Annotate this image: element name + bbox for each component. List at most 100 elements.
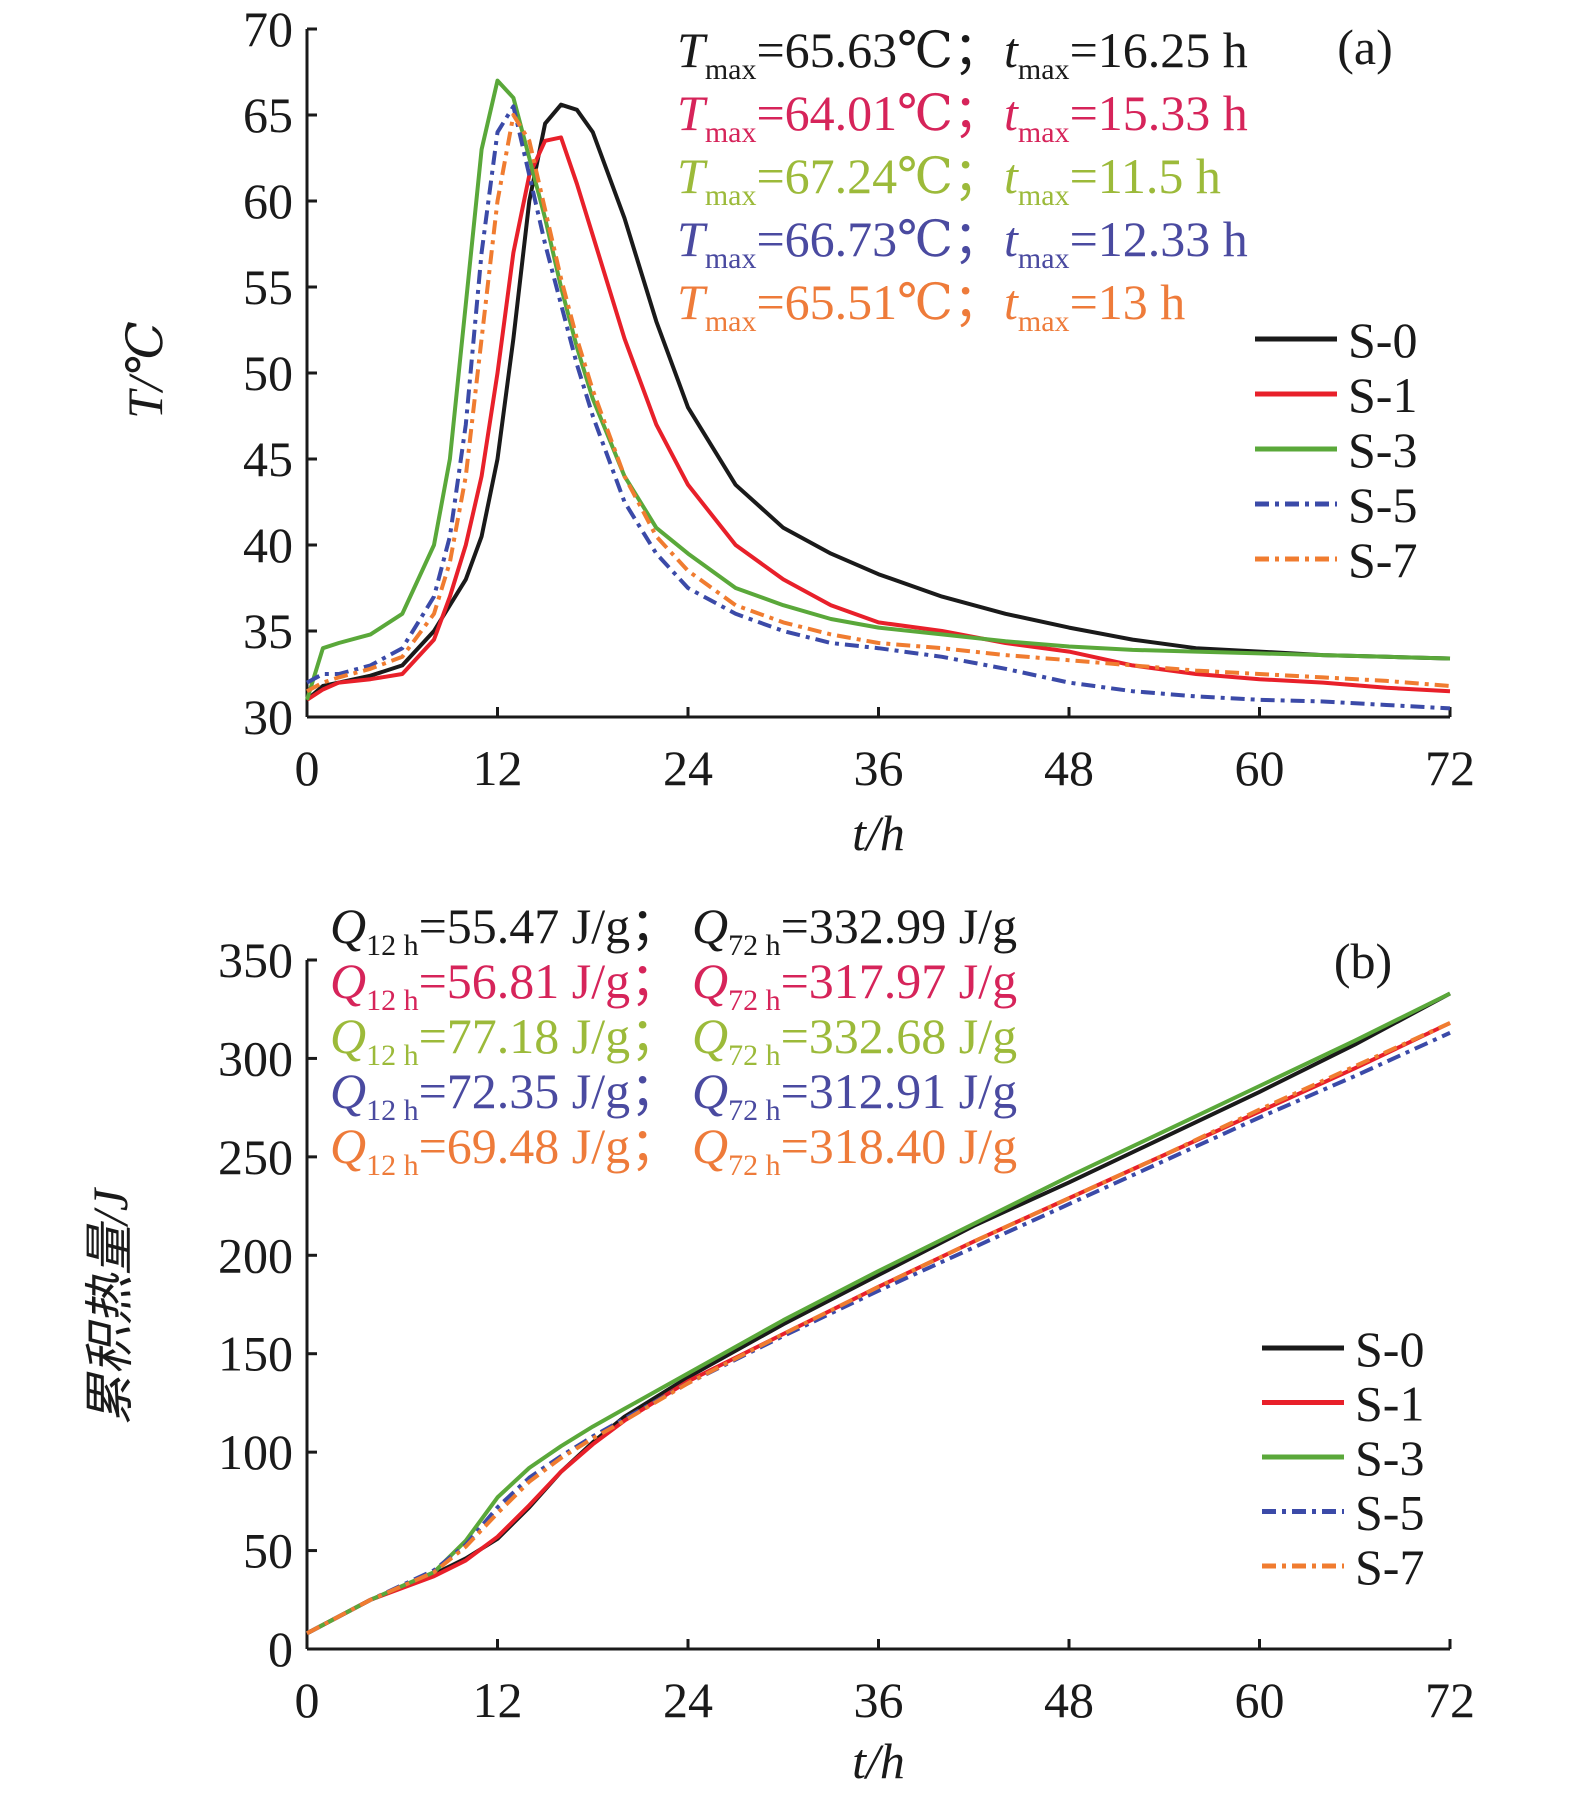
- series-line: [306, 113, 1451, 693]
- x-tick-label: 12: [473, 740, 523, 796]
- annotation-subscript: max: [1018, 305, 1070, 338]
- annotation-variable: Q: [330, 1118, 366, 1174]
- annotation-variable: Q: [330, 1063, 366, 1119]
- annotation-variable: Q: [692, 953, 728, 1009]
- annotation-text: =66.73℃；: [756, 211, 1003, 267]
- annotation-text: =12.33 h: [1070, 211, 1248, 267]
- x-axis-label: t/h: [852, 805, 905, 861]
- panel-label: (a): [1337, 19, 1393, 75]
- x-tick-label: 24: [663, 1672, 713, 1728]
- y-tick-label: 50: [243, 1523, 293, 1579]
- annotation: Tmax=66.73℃；: [677, 211, 1003, 275]
- annotation-variable: t: [1004, 274, 1019, 330]
- annotation: Q12 h=56.81 J/g；: [330, 953, 680, 1017]
- annotation-text: =15.33 h: [1070, 85, 1248, 141]
- y-tick-label: 55: [243, 259, 293, 315]
- annotation-subscript: 72 h: [728, 1094, 781, 1127]
- x-tick-label: 12: [473, 1672, 523, 1728]
- x-tick-label: 72: [1425, 1672, 1475, 1728]
- annotation: Q12 h=72.35 J/g；: [330, 1063, 680, 1127]
- chart: 30 35 40 45 50 55 60 65 70 0 12 24 36 48 60 72 t/h T/℃ (a)…: [117, 1, 1475, 861]
- annotation: Q12 h=69.48 J/g；: [330, 1118, 680, 1182]
- annotation-variable: T: [677, 85, 708, 141]
- annotation-subscript: 72 h: [728, 929, 781, 962]
- legend-label: S-7: [1355, 1539, 1424, 1595]
- x-tick-label: 72: [1425, 740, 1475, 796]
- annotation-subscript: max: [1018, 242, 1070, 275]
- annotation: Q72 h=317.97 J/g: [692, 953, 1017, 1017]
- legend-label: S-5: [1348, 477, 1417, 533]
- x-tick-label: 36: [854, 1672, 904, 1728]
- annotation-text: =332.68 J/g: [781, 1008, 1018, 1064]
- annotation-subscript: 12 h: [366, 984, 419, 1017]
- annotation: tmax=11.5 h: [1004, 148, 1221, 212]
- annotation-subscript: 12 h: [366, 1039, 419, 1072]
- annotation-text: =72.35 J/g；: [419, 1063, 681, 1119]
- annotation: Tmax=65.51℃；: [677, 274, 1003, 338]
- x-tick-label: 36: [854, 740, 904, 796]
- annotation-variable: t: [1004, 211, 1019, 267]
- annotation-variable: Q: [330, 1008, 366, 1064]
- annotation-subscript: 72 h: [728, 1039, 781, 1072]
- annotation: Q72 h=332.68 J/g: [692, 1008, 1017, 1072]
- annotation-subscript: 12 h: [366, 929, 419, 962]
- panel-label: (b): [1334, 933, 1392, 989]
- annotation-variable: Q: [692, 898, 728, 954]
- x-tick-label: 48: [1044, 740, 1094, 796]
- series-line: [306, 991, 1451, 1636]
- legend-label: S-0: [1348, 312, 1417, 368]
- annotation-variable: Q: [692, 1118, 728, 1174]
- annotation-text: =69.48 J/g；: [419, 1118, 681, 1174]
- legend-label: S-7: [1348, 532, 1417, 588]
- annotation-text: =65.63℃；: [756, 22, 1003, 78]
- annotation: Tmax=64.01℃；: [677, 85, 1003, 149]
- annotation-text: =11.5 h: [1070, 148, 1221, 204]
- annotation: Tmax=65.63℃；: [677, 22, 1003, 86]
- annotation-variable: Q: [692, 1008, 728, 1064]
- x-tick-label: 60: [1235, 740, 1285, 796]
- y-tick-label: 65: [243, 87, 293, 143]
- y-tick-label: 150: [218, 1326, 293, 1382]
- annotation: tmax=12.33 h: [1004, 211, 1248, 275]
- chart: 0 50 100 150 200 250 300 350 0 12 24 36 48 60 72 t/h 累积热…: [82, 898, 1475, 1789]
- annotation-text: =13 h: [1070, 274, 1186, 330]
- annotation-subscript: max: [705, 242, 757, 275]
- legend-label: S-3: [1348, 422, 1417, 478]
- annotation-subscript: 72 h: [728, 1149, 781, 1182]
- y-tick-label: 0: [268, 1621, 293, 1677]
- annotation-variable: t: [1004, 22, 1019, 78]
- legend-label: S-1: [1355, 1376, 1424, 1432]
- annotation-subscript: max: [1018, 53, 1070, 86]
- annotation: tmax=15.33 h: [1004, 85, 1248, 149]
- x-axis-label: t/h: [852, 1733, 905, 1789]
- annotation-text: =65.51℃；: [756, 274, 1003, 330]
- y-tick-label: 35: [243, 603, 293, 659]
- annotation: tmax=16.25 h: [1004, 22, 1248, 86]
- legend-label: S-0: [1355, 1321, 1424, 1377]
- annotation: Q12 h=55.47 J/g；: [330, 898, 680, 962]
- series-line: [306, 1021, 1451, 1636]
- annotation-subscript: max: [705, 305, 757, 338]
- y-tick-label: 250: [218, 1129, 293, 1185]
- y-tick-label: 200: [218, 1227, 293, 1283]
- x-tick-label: 0: [295, 1672, 320, 1728]
- annotation-text: =332.99 J/g: [781, 898, 1018, 954]
- annotation-subscript: max: [705, 116, 757, 149]
- y-tick-label: 70: [243, 1, 293, 57]
- annotation-variable: T: [677, 274, 708, 330]
- x-tick-label: 60: [1235, 1672, 1285, 1728]
- legend-label: S-5: [1355, 1485, 1424, 1541]
- annotation-subscript: 12 h: [366, 1149, 419, 1182]
- annotation-variable: Q: [692, 1063, 728, 1119]
- annotation-variable: T: [677, 22, 708, 78]
- annotation-variable: t: [1004, 85, 1019, 141]
- annotation-variable: T: [677, 211, 708, 267]
- x-tick-label: 0: [295, 740, 320, 796]
- annotation-subscript: 72 h: [728, 984, 781, 1017]
- y-tick-label: 300: [218, 1030, 293, 1086]
- annotation: Q72 h=318.40 J/g: [692, 1118, 1017, 1182]
- annotation-variable: Q: [330, 953, 366, 1009]
- legend-label: S-3: [1355, 1430, 1424, 1486]
- y-tick-label: 350: [218, 932, 293, 988]
